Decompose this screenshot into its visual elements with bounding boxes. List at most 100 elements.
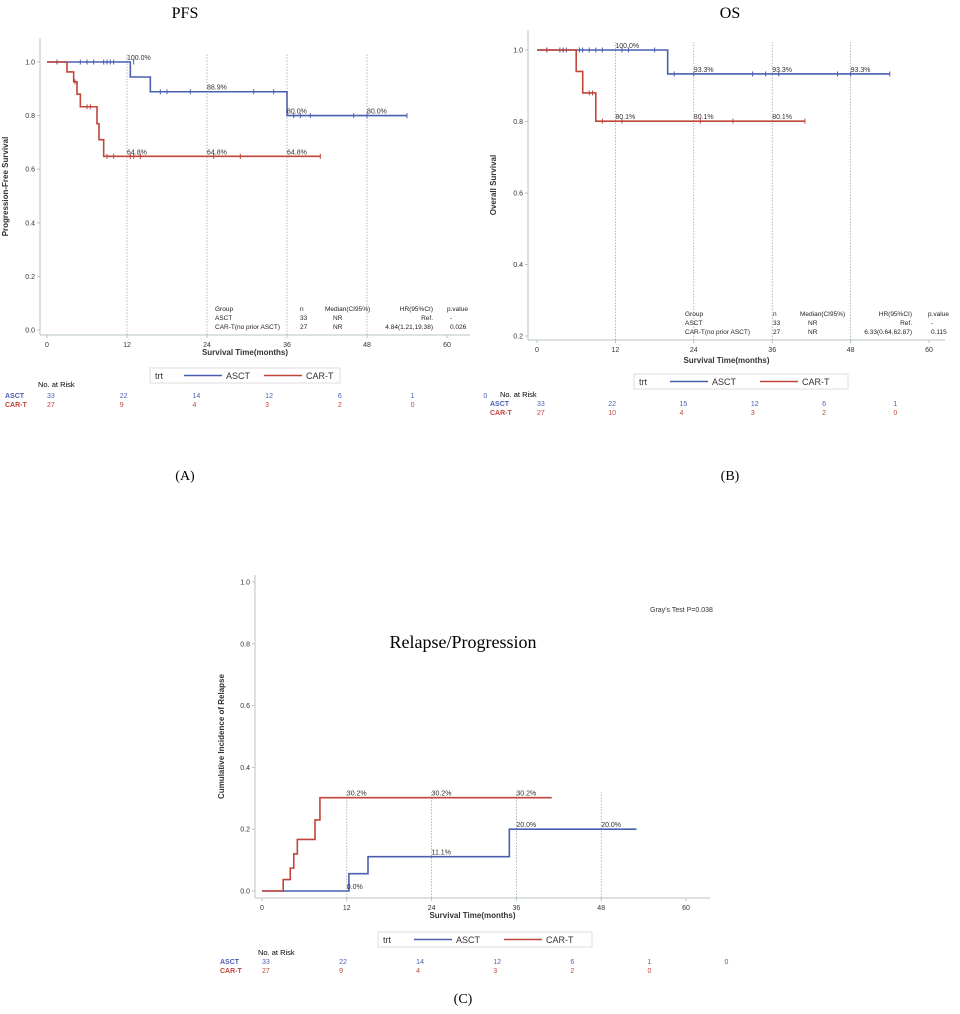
y-tick-label: 1.0 [25, 60, 35, 67]
data-label: 80.0% [367, 109, 387, 116]
data-label: 93.3% [694, 67, 714, 74]
risk-value: 33 [262, 959, 270, 966]
x-tick-label: 0 [45, 342, 49, 349]
data-label: 100.0% [127, 55, 151, 62]
risk-value: 4 [192, 402, 196, 409]
stats-cell: 33 [773, 320, 781, 327]
stats-cell: NR [808, 320, 818, 327]
risk-value: 12 [751, 401, 759, 408]
risk-table-title: No. at Risk [258, 948, 295, 957]
data-label: 93.3% [851, 67, 871, 74]
stats-cell: Ref. [900, 320, 912, 327]
panel-label: (B) [721, 469, 740, 484]
chart-title: PFS [172, 5, 199, 22]
data-label: 80.0% [287, 109, 307, 116]
risk-row-label: ASCT [5, 393, 25, 400]
data-label: 80.1% [772, 114, 792, 121]
risk-table-title: No. at Risk [38, 380, 75, 389]
x-tick-label: 36 [768, 347, 776, 354]
data-label: 88.9% [207, 85, 227, 92]
legend-box [377, 931, 593, 948]
risk-value: 6 [822, 401, 826, 408]
risk-value: 1 [411, 393, 415, 400]
x-tick-label: 12 [612, 347, 620, 354]
stats-cell: 27 [300, 324, 308, 331]
risk-value: 9 [339, 968, 343, 975]
risk-value: 1 [893, 401, 897, 408]
risk-value: 27 [47, 402, 55, 409]
y-tick-label: 0.8 [25, 113, 35, 120]
stats-header: p.value [447, 306, 468, 313]
y-tick-label: 0.0 [25, 328, 35, 335]
y-axis-label: Progression-Free Survival [1, 137, 10, 237]
x-tick-label: 60 [925, 347, 933, 354]
x-tick-label: 12 [343, 905, 351, 912]
stats-header: HR(95%CI) [879, 311, 912, 318]
stats-cell: 33 [300, 315, 308, 322]
risk-value: 0 [725, 959, 729, 966]
y-tick-label: 0.2 [513, 334, 523, 341]
y-tick-label: 0.2 [25, 274, 35, 281]
stats-cell: NR [808, 329, 818, 336]
stats-header: Group [685, 311, 703, 318]
stats-header: n [300, 306, 304, 313]
risk-value: 12 [265, 393, 273, 400]
stats-cell: 4.84(1.21,19.38) [385, 324, 433, 331]
x-axis-label: Survival Time(months) [429, 911, 515, 920]
x-tick-label: 60 [443, 342, 451, 349]
risk-row-label: CAR-T [490, 410, 512, 417]
series-line-asct [262, 828, 637, 892]
data-label: 30.2% [516, 791, 536, 798]
stats-cell: CAR-T(no prior ASCT) [215, 324, 280, 331]
legend: trt ASCT CAR-T [377, 931, 593, 948]
legend-title: trt [155, 371, 163, 381]
risk-value: 33 [47, 393, 55, 400]
risk-row-label: CAR-T [220, 968, 242, 975]
risk-row-label: ASCT [490, 401, 510, 408]
stats-cell: - [931, 320, 933, 327]
legend-box [633, 373, 849, 390]
y-tick-label: 0.6 [25, 167, 35, 174]
risk-value: 0 [411, 402, 415, 409]
risk-value: 4 [416, 968, 420, 975]
stats-cell: ASCT [215, 315, 232, 322]
risk-row-label: CAR-T [5, 402, 27, 409]
x-tick-label: 48 [597, 905, 605, 912]
data-label: 11.1% [432, 850, 451, 857]
x-tick-label: 48 [363, 342, 371, 349]
risk-value: 3 [265, 402, 269, 409]
data-label: 64.8% [287, 149, 307, 156]
data-label: 0.0% [347, 884, 363, 891]
data-label: 30.2% [432, 791, 452, 798]
risk-value: 1 [647, 959, 651, 966]
risk-value: 2 [570, 968, 574, 975]
legend-entry: CAR-T [802, 377, 830, 387]
x-tick-label: 0 [260, 905, 264, 912]
data-label: 80.1% [694, 114, 714, 121]
risk-value: 22 [608, 401, 616, 408]
risk-value: 2 [338, 402, 342, 409]
x-tick-label: 48 [847, 347, 855, 354]
data-label: 64.8% [207, 149, 227, 156]
series-line-car-t [262, 796, 552, 892]
stats-cell: Ref. [421, 315, 433, 322]
risk-value: 9 [120, 402, 124, 409]
y-tick-label: 0.0 [240, 889, 250, 896]
stats-cell: 6.33(0.64,62.87) [864, 329, 912, 336]
y-tick-label: 1.0 [240, 580, 250, 587]
y-axis-label: Cumulative Incidence of Relapse [217, 673, 226, 798]
x-tick-label: 60 [682, 905, 690, 912]
y-tick-label: 0.6 [240, 703, 250, 710]
stats-header: Median(CI95%) [325, 306, 370, 313]
x-tick-label: 36 [513, 905, 521, 912]
stats-cell: NR [333, 315, 343, 322]
y-tick-label: 0.8 [513, 119, 523, 126]
risk-value: 0 [483, 393, 487, 400]
stats-header: Group [215, 306, 233, 313]
legend: trt ASCT CAR-T [633, 373, 849, 390]
legend-entry: ASCT [712, 377, 737, 387]
legend-entry: CAR-T [546, 935, 574, 945]
series-line-car-t [537, 49, 805, 122]
x-tick-label: 24 [428, 905, 436, 912]
